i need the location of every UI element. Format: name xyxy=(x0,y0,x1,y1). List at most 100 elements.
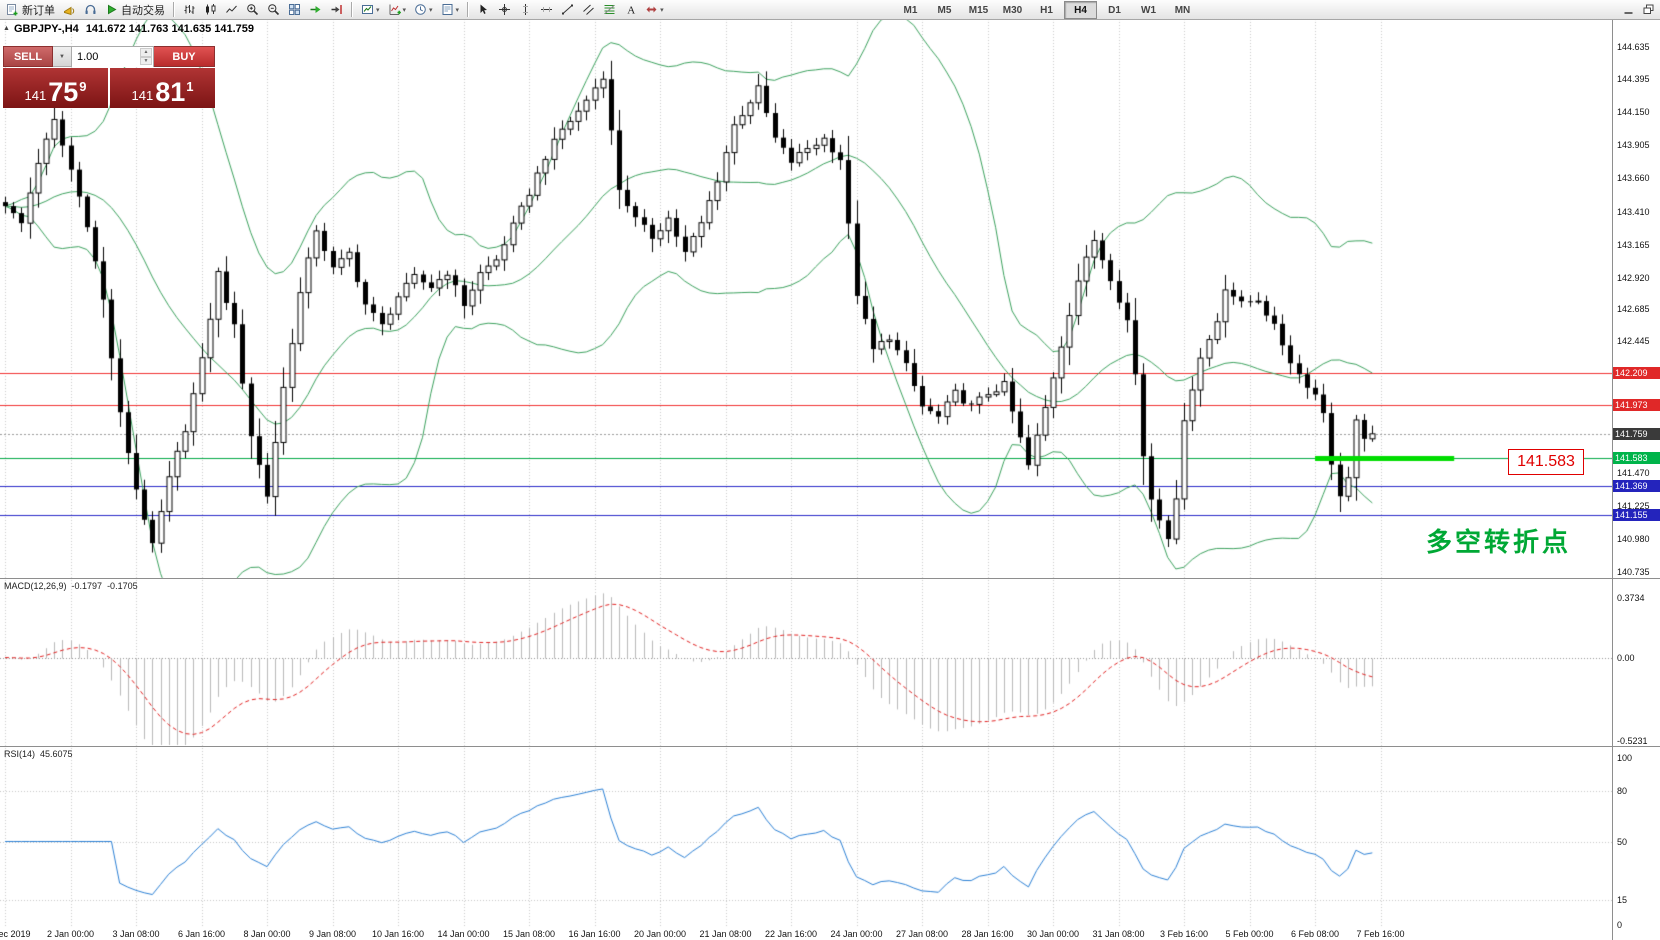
cursor-icon xyxy=(477,3,490,16)
periods-button[interactable]: ▾ xyxy=(411,1,436,18)
sell-price[interactable]: 141 75 9 xyxy=(3,68,108,108)
window-buttons xyxy=(1619,1,1657,17)
time-axis-label: 3 Jan 08:00 xyxy=(112,929,160,939)
time-axis-label: 6 Jan 16:00 xyxy=(177,929,226,939)
time-axis-label: 24 Jan 00:00 xyxy=(830,929,883,939)
toolbar-separator xyxy=(467,2,470,17)
equidistant-channel-button[interactable] xyxy=(579,1,598,18)
trendline-icon xyxy=(561,3,574,16)
price-axis-label: 144.395 xyxy=(1617,73,1650,84)
trendline-button[interactable] xyxy=(558,1,577,18)
volume-down-button[interactable]: ▼ xyxy=(140,56,152,65)
volume-up-button[interactable]: ▲ xyxy=(140,48,152,57)
chevron-down-icon: ▾ xyxy=(660,6,664,14)
time-axis-label: 15 Jan 08:00 xyxy=(502,929,556,939)
rsi-axis-label: 100 xyxy=(1617,753,1633,763)
zoom-in-icon xyxy=(246,3,259,16)
support-button[interactable] xyxy=(81,1,100,18)
horizontal-line-icon xyxy=(540,3,553,16)
time-axis-label: 7 Feb 16:00 xyxy=(1356,929,1405,939)
volume-dropdown-button[interactable]: ▼ xyxy=(53,46,72,67)
cursor-button[interactable] xyxy=(474,1,493,18)
candlestick-chart-button[interactable] xyxy=(201,1,220,18)
indicators-button[interactable]: ▾ xyxy=(385,1,410,18)
timeframe-d1-button[interactable]: D1 xyxy=(1108,4,1121,16)
volume-spinner: ▲ ▼ xyxy=(140,48,152,65)
line-chart-button[interactable] xyxy=(222,1,241,18)
price-axis: 144.635 144.395 144.150 143.905 143.660 143.4… xyxy=(1612,19,1660,940)
auto-scroll-button[interactable] xyxy=(306,1,325,18)
window-restore-button[interactable] xyxy=(1639,1,1657,17)
templates-button[interactable]: ▾ xyxy=(438,1,463,18)
timeframe-w1-button[interactable]: W1 xyxy=(1141,4,1156,16)
price-axis-label: 142.445 xyxy=(1617,336,1650,347)
timeframe-h4-button[interactable]: H4 xyxy=(1064,1,1097,19)
arrows-button[interactable]: ▾ xyxy=(642,1,667,18)
timeframe-m15-button[interactable]: M15 xyxy=(968,4,989,16)
vertical-line-button[interactable] xyxy=(516,1,535,18)
chart-ohlc-values: 141.672 141.763 141.635 141.759 xyxy=(85,23,255,35)
buy-button[interactable]: BUY xyxy=(154,46,215,67)
arrows-icon xyxy=(645,3,658,16)
one-click-collapse-icon[interactable]: ▲ xyxy=(3,25,10,32)
bar-chart-button[interactable] xyxy=(180,1,199,18)
play-icon xyxy=(105,3,118,16)
new-order-button[interactable]: 新订单 xyxy=(3,1,58,18)
panel-separator-macd[interactable] xyxy=(0,578,1660,579)
chart-area[interactable]: ▲ GBPJPY-,H4 141.672 141.763 141.635 141… xyxy=(0,19,1660,940)
time-axis-label: 22 Jan 16:00 xyxy=(764,929,818,939)
new-chart-button[interactable]: ▾ xyxy=(358,1,383,18)
zoom-out-button[interactable] xyxy=(264,1,283,18)
price-level-badge-current: 141.759 xyxy=(1613,427,1660,440)
rsi-axis-label: 15 xyxy=(1617,894,1628,905)
tile-windows-icon xyxy=(288,3,301,16)
sell-button[interactable]: SELL xyxy=(3,46,53,67)
autotrading-button[interactable]: 自动交易 xyxy=(102,1,168,18)
price-level-badge-blue: 141.155 xyxy=(1613,509,1660,522)
price-level-badge-red: 142.209 xyxy=(1613,367,1660,380)
window-minimize-button[interactable] xyxy=(1619,1,1637,17)
chart-title: GBPJPY-,H4 xyxy=(14,23,79,35)
timeframe-m1-button[interactable]: M1 xyxy=(903,4,918,16)
price-axis-label: 144.635 xyxy=(1617,41,1650,52)
buy-price[interactable]: 141 81 1 xyxy=(110,68,215,108)
price-axis-label: 141.470 xyxy=(1617,467,1650,478)
volume-input[interactable] xyxy=(72,47,153,67)
panel-separator-rsi[interactable] xyxy=(0,746,1660,747)
horizontal-line-button[interactable] xyxy=(537,1,556,18)
timeframe-m5-button[interactable]: M5 xyxy=(937,4,952,16)
time-axis-label: 16 Jan 16:00 xyxy=(568,929,621,939)
time-axis-label: 6 Feb 08:00 xyxy=(1290,929,1340,939)
sell-price-main: 75 xyxy=(48,77,79,108)
candlestick-icon xyxy=(204,3,217,16)
chart-header: GBPJPY-,H4 141.672 141.763 141.635 141.7… xyxy=(14,23,254,35)
announcements-button[interactable] xyxy=(60,1,79,18)
clock-icon xyxy=(414,3,427,16)
price-level-badge-red: 141.973 xyxy=(1613,399,1660,411)
chevron-down-icon: ▾ xyxy=(429,6,433,14)
macd-axis-label: -0.5231 xyxy=(1617,736,1648,746)
rsi-axis-label: 80 xyxy=(1617,786,1628,797)
macd-value-signal: -0.1705 xyxy=(107,581,138,591)
annotation-note[interactable]: 多空转折点 xyxy=(1426,527,1572,557)
crosshair-button[interactable] xyxy=(495,1,514,18)
timeframe-mn-button[interactable]: MN xyxy=(1174,4,1191,16)
time-axis-label: 2 Jan 00:00 xyxy=(46,929,95,939)
timeframe-h1-button[interactable]: H1 xyxy=(1040,4,1053,16)
rsi-axis-label: 50 xyxy=(1617,836,1628,847)
template-icon xyxy=(441,3,454,16)
chart-shift-button[interactable] xyxy=(327,1,346,18)
tile-windows-button[interactable] xyxy=(285,1,304,18)
fibonacci-button[interactable] xyxy=(600,1,619,18)
time-axis: 30 Dec 2019 2 Jan 00:00 3 Jan 08:00 6 Jan 1… xyxy=(0,928,1612,940)
timeframe-m30-button[interactable]: M30 xyxy=(1002,4,1023,16)
time-axis-label: 21 Jan 08:00 xyxy=(699,929,752,939)
chevron-down-icon: ▾ xyxy=(455,6,460,14)
price-axis-label: 141.225 xyxy=(1617,500,1650,511)
price-level-callout[interactable]: 141.583 xyxy=(1508,449,1584,475)
chart-canvas[interactable] xyxy=(0,19,1612,928)
price-axis-label: 144.150 xyxy=(1617,106,1650,117)
chart-shift-icon xyxy=(330,3,343,16)
zoom-in-button[interactable] xyxy=(243,1,262,18)
text-label-button[interactable]: A xyxy=(621,1,640,18)
